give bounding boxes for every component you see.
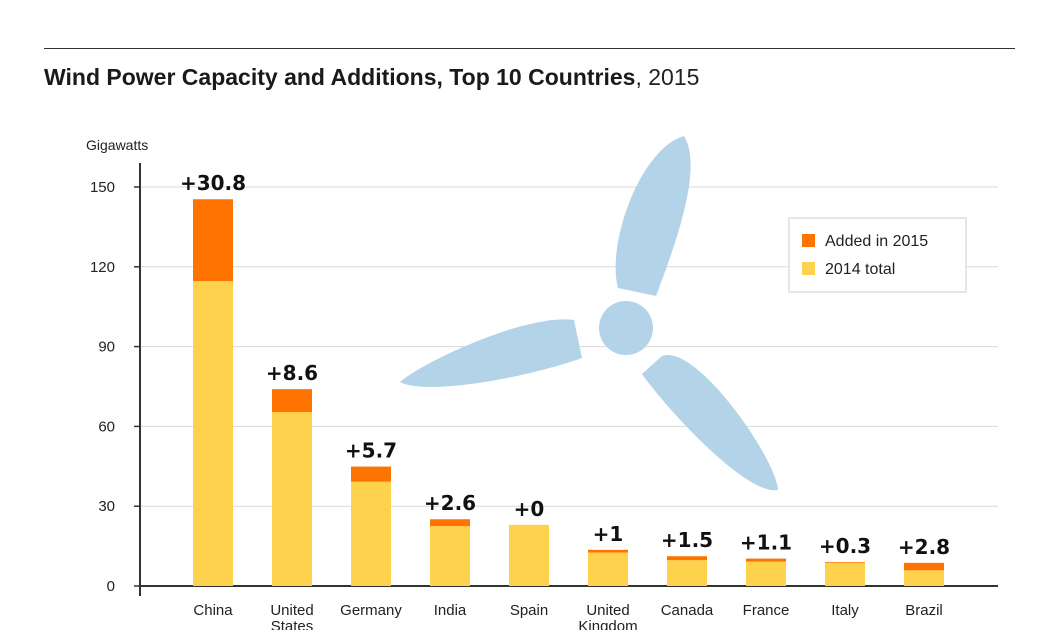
category-label: United Kingdom [578,602,637,630]
y-axis-unit-label: Gigawatts [86,137,148,153]
category-label: Germany [340,602,402,619]
y-tick-label: 30 [98,498,115,515]
legend: Added in 2015 2014 total [788,217,967,293]
category-label-line: Germany [340,602,402,619]
data-label: +1.1 [740,531,792,555]
category-label: Italy [831,602,859,619]
turbine-blade-top [615,136,691,296]
y-tick-label: 150 [90,179,115,196]
data-label: +1 [593,522,624,546]
data-label: +1.5 [661,528,713,552]
category-label: France [743,602,790,619]
turbine-blade-left [400,319,582,387]
data-labels: +30.8 +8.6 +5.7 +2.6 +0 +1 +1.5 +1.1 +0.3 +2.8 [180,171,950,559]
chart-title: Wind Power Capacity and Additions, Top 1… [44,64,699,91]
y-tick-label: 60 [98,418,115,435]
bar-2014-total [588,552,628,586]
data-label: +2.8 [898,535,950,559]
bars [193,199,944,586]
legend-swatch [802,234,815,247]
chart-title-year: , 2015 [635,64,700,90]
category-label-line: United [586,602,629,619]
bar-added-2015 [825,562,865,563]
category-label: Spain [510,602,548,619]
category-label-line: Italy [831,602,859,619]
category-label-line: Kingdom [578,618,637,630]
bar-added-2015 [746,558,786,562]
bar-added-2015 [430,519,470,527]
turbine-blade-right [642,354,778,491]
category-label: Canada [661,602,714,619]
bar-2014-total [272,412,312,586]
bar-2014-total [430,526,470,586]
bar-added-2015 [904,562,944,571]
wind-turbine-icon [400,136,778,491]
category-label-line: Brazil [905,602,943,619]
category-label-line: United [270,602,313,619]
category-label: India [434,602,467,619]
y-tick-label: 0 [107,578,115,595]
turbine-hub [599,301,653,355]
category-label: Brazil [905,602,943,619]
bar-2014-total [351,481,391,586]
category-label-line: France [743,602,790,619]
bar-added-2015 [193,199,233,282]
data-label: +0 [514,497,545,521]
bar-2014-total [509,524,549,586]
category-label: China [193,602,233,619]
category-label-line: States [271,618,314,630]
legend-label: 2014 total [825,261,895,278]
category-label: United States [270,602,313,630]
data-label: +5.7 [345,439,397,463]
bar-added-2015 [272,389,312,413]
bar-added-2015 [588,549,628,553]
legend-label: Added in 2015 [825,233,928,250]
data-label: +8.6 [266,361,318,385]
legend-box [788,217,967,293]
bar-2014-total [667,560,707,586]
category-label-line: Spain [510,602,548,619]
bar-2014-total [746,561,786,586]
y-tick-label: 120 [90,259,115,276]
top-rule [44,48,1015,49]
data-label: +30.8 [180,171,246,195]
data-label: +2.6 [424,491,476,515]
bar-added-2015 [667,556,707,561]
bar-2014-total [904,570,944,586]
bar-2014-total [193,281,233,586]
y-tick-label: 90 [98,339,115,356]
bar-added-2015 [351,466,391,482]
data-label: +0.3 [819,534,871,558]
category-label-line: China [193,602,233,619]
category-label-line: Canada [661,602,714,619]
bar-2014-total [825,562,865,586]
category-label-line: India [434,602,467,619]
legend-swatch [802,262,815,275]
chart-title-main: Wind Power Capacity and Additions, Top 1… [44,64,636,90]
